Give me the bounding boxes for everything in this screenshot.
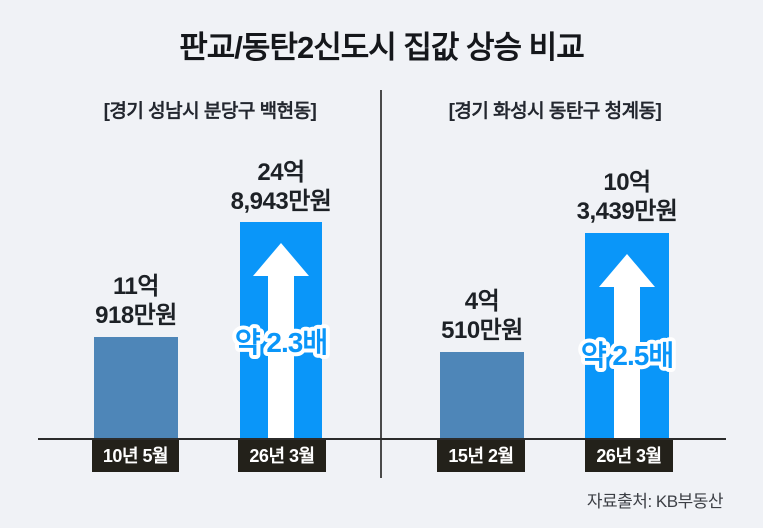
date-label-new-baekhyeon: 26년 3월: [238, 440, 326, 472]
value-line-2: 918만원: [95, 302, 177, 329]
panel-divider-line: [380, 90, 382, 478]
value-label-old-cheonggye: 4억 510만원: [387, 287, 577, 345]
bar-old-price-cheonggye: [440, 352, 524, 438]
value-line-1: 24억: [257, 159, 305, 186]
bar-old-price-baekhyeon: [94, 337, 178, 438]
up-arrow-icon: [253, 243, 309, 276]
up-arrow-shaft: [268, 275, 294, 438]
source-credit: 자료출처: KB부동산: [586, 492, 724, 511]
value-line-1: 4억: [464, 288, 500, 315]
date-label-old-cheonggye: 15년 2월: [437, 440, 525, 472]
value-line-2: 3,439만원: [576, 198, 678, 225]
bar-new-price-baekhyeon: [240, 222, 322, 438]
x-axis-baseline: [38, 438, 726, 440]
date-label-old-baekhyeon: 10년 5월: [92, 440, 179, 472]
value-label-new-cheonggye: 10억 3,439만원: [532, 168, 722, 226]
bar-new-price-cheonggye: [585, 233, 669, 438]
chart-title: 판교/동탄2신도시 집값 상승 비교: [179, 30, 584, 65]
multiplier-badge-cheonggye: 약 2.5배: [577, 336, 678, 375]
value-line-1: 10억: [603, 169, 651, 196]
value-label-old-baekhyeon: 11억 918만원: [41, 272, 231, 330]
panel-header-baekhyeon: [경기 성남시 분당구 백현동]: [103, 101, 317, 122]
multiplier-text: 약 2.5배: [581, 340, 673, 371]
multiplier-badge-baekhyeon: 약 2.3배: [231, 323, 332, 362]
date-label-new-cheonggye: 26년 3월: [585, 440, 673, 472]
value-line-1: 11억: [113, 273, 159, 300]
up-arrow-shaft: [614, 286, 640, 438]
value-label-new-baekhyeon: 24억 8,943만원: [186, 158, 376, 216]
multiplier-text: 약 2.3배: [235, 327, 327, 358]
value-line-2: 510만원: [441, 317, 523, 344]
panel-header-cheonggye: [경기 화성시 동탄구 청계동]: [448, 101, 662, 122]
up-arrow-icon: [599, 254, 655, 287]
value-line-2: 8,943만원: [230, 188, 332, 215]
